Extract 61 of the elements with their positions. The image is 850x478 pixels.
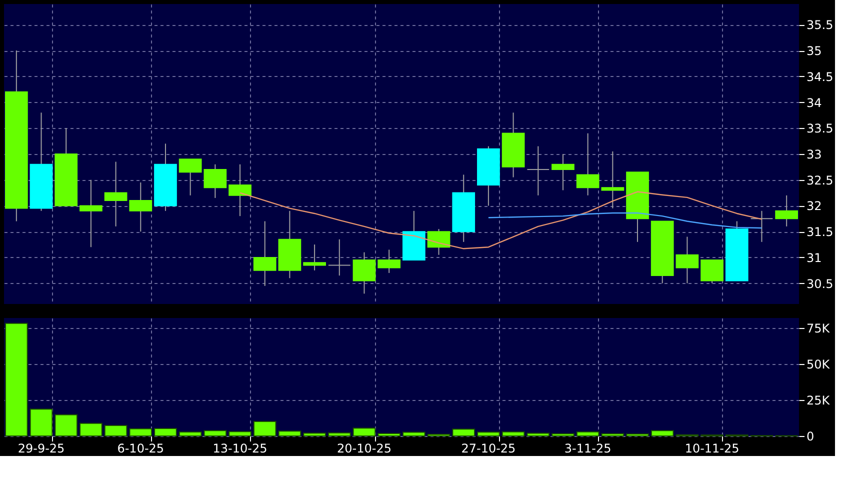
candlestick [552, 154, 574, 191]
x-tick-label: 3-11-25 [564, 442, 612, 456]
bar [80, 422, 102, 436]
candlestick [228, 164, 252, 217]
bar [228, 431, 252, 436]
bar [278, 430, 302, 436]
candlestick [676, 236, 699, 284]
bar [452, 428, 476, 436]
y-tick-label: 34 [806, 96, 822, 110]
y-tick-label: 31.5 [806, 225, 834, 240]
bar [303, 432, 326, 436]
y-tick-label: 35 [806, 44, 822, 58]
bar [253, 420, 276, 436]
y-tick-label: 30.5 [806, 276, 834, 291]
x-tick-label: 6-10-25 [117, 442, 164, 456]
y-tick-label: 0 [806, 430, 814, 444]
y-tick-label: 32.5 [806, 173, 834, 188]
bar [104, 424, 128, 436]
candlestick [129, 182, 152, 232]
candlestick [378, 249, 401, 274]
y-tick-label: 33.5 [806, 122, 834, 136]
bar [30, 408, 53, 436]
candlestick [700, 260, 724, 284]
y-tick-label: 75K [806, 322, 831, 336]
bar [477, 432, 500, 436]
y-tick-label: 25K [806, 394, 831, 408]
candlestick [104, 161, 128, 227]
bar [129, 428, 152, 436]
candlestick [427, 228, 450, 256]
x-tick-label: 20-10-25 [337, 442, 392, 456]
bar [378, 433, 401, 436]
candlestick [303, 244, 326, 271]
bar [552, 433, 574, 436]
x-tick-label: 10-11-25 [684, 442, 740, 456]
y-tick-label: 33 [806, 148, 822, 162]
candlestick [750, 210, 774, 242]
candlestick [526, 146, 550, 196]
bar [650, 430, 674, 436]
bar [402, 432, 426, 436]
candlestick [328, 238, 351, 276]
candlestick [352, 252, 376, 294]
y-tick-label: 32 [806, 199, 822, 214]
y-tick-label: 35.5 [806, 18, 834, 32]
bar [4, 322, 28, 436]
y-tick-label: 31 [806, 250, 822, 265]
x-tick-label: 27-10-25 [461, 442, 516, 456]
candlestick [80, 179, 102, 248]
bar [626, 433, 649, 436]
y-tick-label: 34.5 [806, 70, 834, 84]
y-tick-label: 50K [806, 358, 831, 372]
candlestick [775, 194, 798, 227]
bar [328, 432, 351, 436]
bar [54, 414, 78, 436]
candlestick [253, 220, 276, 286]
bar [352, 428, 376, 436]
x-tick-label: 29-9-25 [18, 442, 65, 456]
bar [502, 431, 525, 436]
bar [154, 428, 177, 436]
x-tick-label: 13-10-25 [212, 442, 268, 456]
bar [526, 432, 550, 436]
line-series [488, 212, 762, 229]
